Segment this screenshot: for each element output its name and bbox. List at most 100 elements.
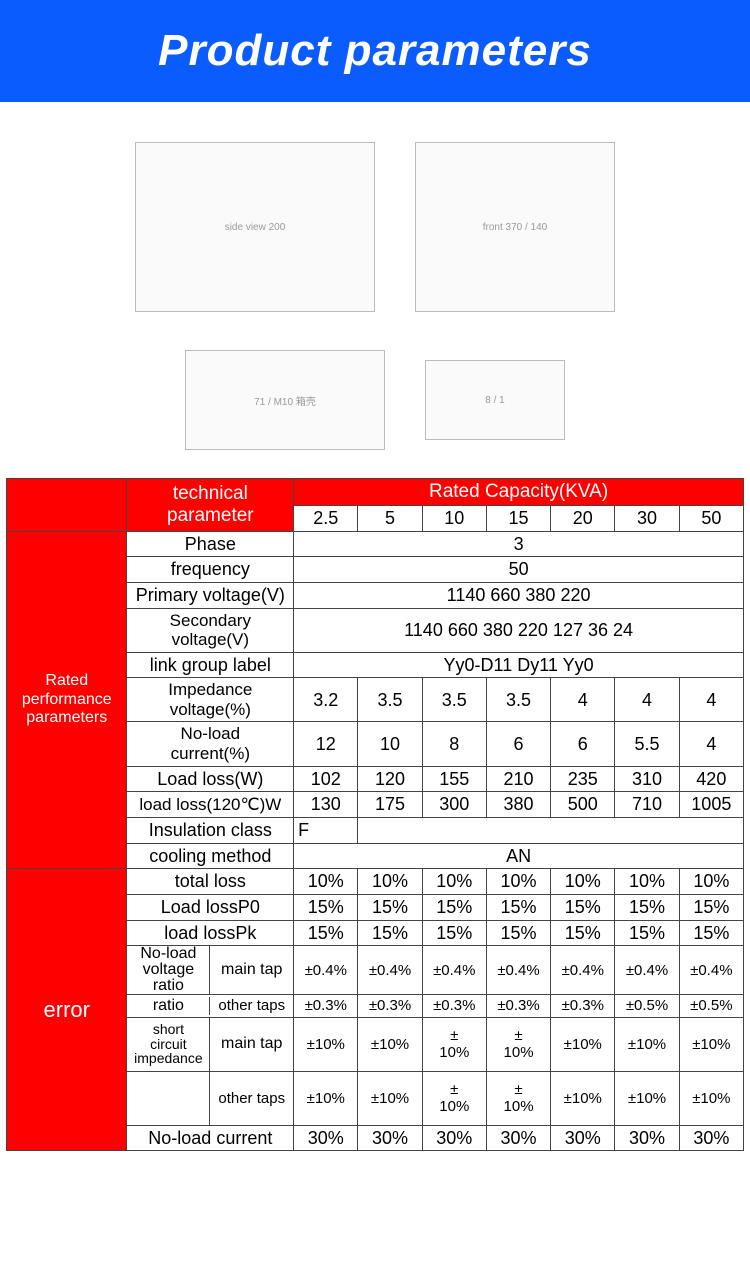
param-value: 15% <box>294 920 358 946</box>
param-value: 50 <box>294 557 744 583</box>
nlvr-group-label-top: No-load voltage ratio <box>127 946 210 994</box>
sci-group-label-bottom <box>127 1072 210 1125</box>
param-value: 130 <box>294 792 358 818</box>
sci-group-row1: short circuit impedance main tap <box>127 1017 294 1071</box>
param-value: 3.2 <box>294 678 358 722</box>
diagram-side-view: side view 200 <box>135 142 375 312</box>
side-label-error: error <box>7 869 127 1151</box>
param-value: 10% <box>679 869 743 895</box>
param-value: 4 <box>679 722 743 766</box>
param-value: ±0.5% <box>679 995 743 1017</box>
param-value: 102 <box>294 766 358 792</box>
table-header-row: technical parameter Rated Capacity(KVA) <box>7 479 744 506</box>
param-value: 210 <box>486 766 550 792</box>
param-value: ±10% <box>294 1017 358 1071</box>
param-value: ±0.3% <box>294 995 358 1017</box>
param-value: 15% <box>615 920 679 946</box>
param-value: 30% <box>615 1125 679 1151</box>
param-value: 300 <box>422 792 486 818</box>
param-label: Primary voltage(V) <box>127 582 294 608</box>
param-value: ±0.3% <box>551 995 615 1017</box>
param-label: No-load current <box>127 1125 294 1151</box>
param-value: 4 <box>679 678 743 722</box>
param-label: Load loss(W) <box>127 766 294 792</box>
capacity-cell: 15 <box>486 505 550 531</box>
param-value: 1005 <box>679 792 743 818</box>
param-label: cooling method <box>127 843 294 869</box>
param-label: No-load current(%) <box>127 722 294 766</box>
param-value: ±10% <box>358 1017 422 1071</box>
param-value: ±10% <box>679 1017 743 1071</box>
nlvr-group-label-bottom: ratio <box>127 997 210 1015</box>
param-value: 15% <box>679 895 743 921</box>
param-value: 420 <box>679 766 743 792</box>
param-label: Load lossP0 <box>127 895 294 921</box>
param-value: 8 <box>422 722 486 766</box>
param-label: load loss(120℃)W <box>127 792 294 818</box>
param-value: 15% <box>358 895 422 921</box>
param-value: 15% <box>551 920 615 946</box>
param-value: ±0.4% <box>679 946 743 995</box>
param-value: 30% <box>358 1125 422 1151</box>
param-value: 6 <box>486 722 550 766</box>
param-label: link group label <box>127 652 294 678</box>
param-value: 1140 660 380 220 <box>294 582 744 608</box>
param-value: 3.5 <box>486 678 550 722</box>
diagram-section: side view 200 front 370 / 140 71 / M10 箱… <box>0 102 750 478</box>
capacity-cell: 2.5 <box>294 505 358 531</box>
param-value: 3 <box>294 531 744 557</box>
sci-group-row2: other taps <box>127 1071 294 1125</box>
param-label: Impedance voltage(%) <box>127 678 294 722</box>
param-value: 30% <box>551 1125 615 1151</box>
capacity-cell: 10 <box>422 505 486 531</box>
param-value: 15% <box>615 895 679 921</box>
diagram-front-view: front 370 / 140 <box>415 142 615 312</box>
param-value: 6 <box>551 722 615 766</box>
param-value: 15% <box>358 920 422 946</box>
diagram-bushing: 71 / M10 箱壳 <box>185 350 385 450</box>
param-value: ±0.3% <box>486 995 550 1017</box>
param-value: ±0.4% <box>551 946 615 995</box>
diagram-row-top: side view 200 front 370 / 140 <box>120 142 630 312</box>
param-label: Phase <box>127 531 294 557</box>
sci-group-label-top: short circuit impedance <box>127 1018 210 1071</box>
param-value: ±10% <box>294 1071 358 1125</box>
param-value: 12 <box>294 722 358 766</box>
param-value: ± 10% <box>486 1017 550 1071</box>
param-value: 10 <box>358 722 422 766</box>
param-label: total loss <box>127 869 294 895</box>
param-value: ±0.5% <box>615 995 679 1017</box>
param-value: 10% <box>551 869 615 895</box>
param-label: load lossPk <box>127 920 294 946</box>
nlvr-group-row1: No-load voltage ratio main tap <box>127 946 294 995</box>
param-value: 175 <box>358 792 422 818</box>
param-label: Insulation class <box>127 817 294 843</box>
param-value: AN <box>294 843 744 869</box>
param-value: 15% <box>486 920 550 946</box>
diagram-row-bottom: 71 / M10 箱壳 8 / 1 <box>120 350 630 450</box>
param-value: 155 <box>422 766 486 792</box>
param-value: 30% <box>422 1125 486 1151</box>
page-title: Product parameters <box>0 0 750 102</box>
param-value: F <box>294 817 358 843</box>
param-value: 3.5 <box>358 678 422 722</box>
param-value: ±0.3% <box>358 995 422 1017</box>
param-value: 15% <box>486 895 550 921</box>
param-value: 10% <box>294 869 358 895</box>
param-value: 30% <box>486 1125 550 1151</box>
table-row: Rated performance parameters Phase 3 <box>7 531 744 557</box>
sci-other-taps-label: other taps <box>210 1072 293 1125</box>
param-value: 10% <box>615 869 679 895</box>
param-value: ± 10% <box>422 1071 486 1125</box>
param-value: ±0.4% <box>358 946 422 995</box>
param-value: ±10% <box>615 1071 679 1125</box>
table-row: error total loss 10% 10% 10% 10% 10% 10%… <box>7 869 744 895</box>
param-value: 30% <box>679 1125 743 1151</box>
param-value: ±0.4% <box>486 946 550 995</box>
side-label-perf: Rated performance parameters <box>7 531 127 869</box>
tech-param-header: technical parameter <box>127 479 294 532</box>
param-value: 30% <box>294 1125 358 1151</box>
capacity-cell: 30 <box>615 505 679 531</box>
capacity-cell: 5 <box>358 505 422 531</box>
param-value: 15% <box>294 895 358 921</box>
